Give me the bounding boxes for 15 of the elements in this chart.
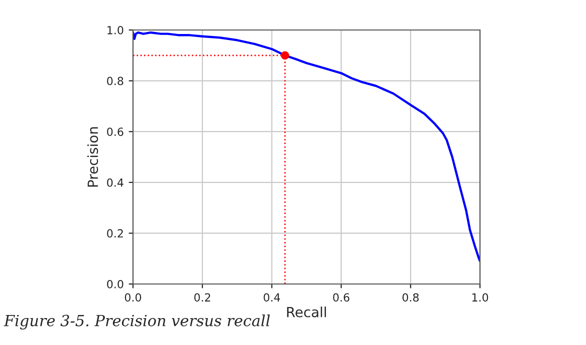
x-axis-title: Recall [287, 306, 326, 318]
y-tick-label: 0.6 [107, 128, 124, 136]
y-tick-label: 1.0 [108, 26, 124, 34]
y-axis-title: Precision [87, 127, 98, 187]
caption: Figure 3-5. Precision versus recall [4, 314, 270, 330]
x-tick-label: 0.4 [264, 293, 280, 302]
x-tick-label: 0.8 [402, 293, 419, 302]
y-tick-label: 0.0 [107, 280, 124, 288]
x-tick-label: 1.0 [472, 293, 488, 302]
y-tick-label: 0.4 [107, 178, 124, 187]
x-tick-label: 0.2 [194, 293, 210, 302]
x-tick-label: 0.6 [333, 293, 350, 302]
y-tick-label: 0.8 [107, 76, 124, 86]
y-tick-label: 0.2 [107, 229, 123, 238]
x-tick-label: 0.0 [124, 293, 142, 302]
